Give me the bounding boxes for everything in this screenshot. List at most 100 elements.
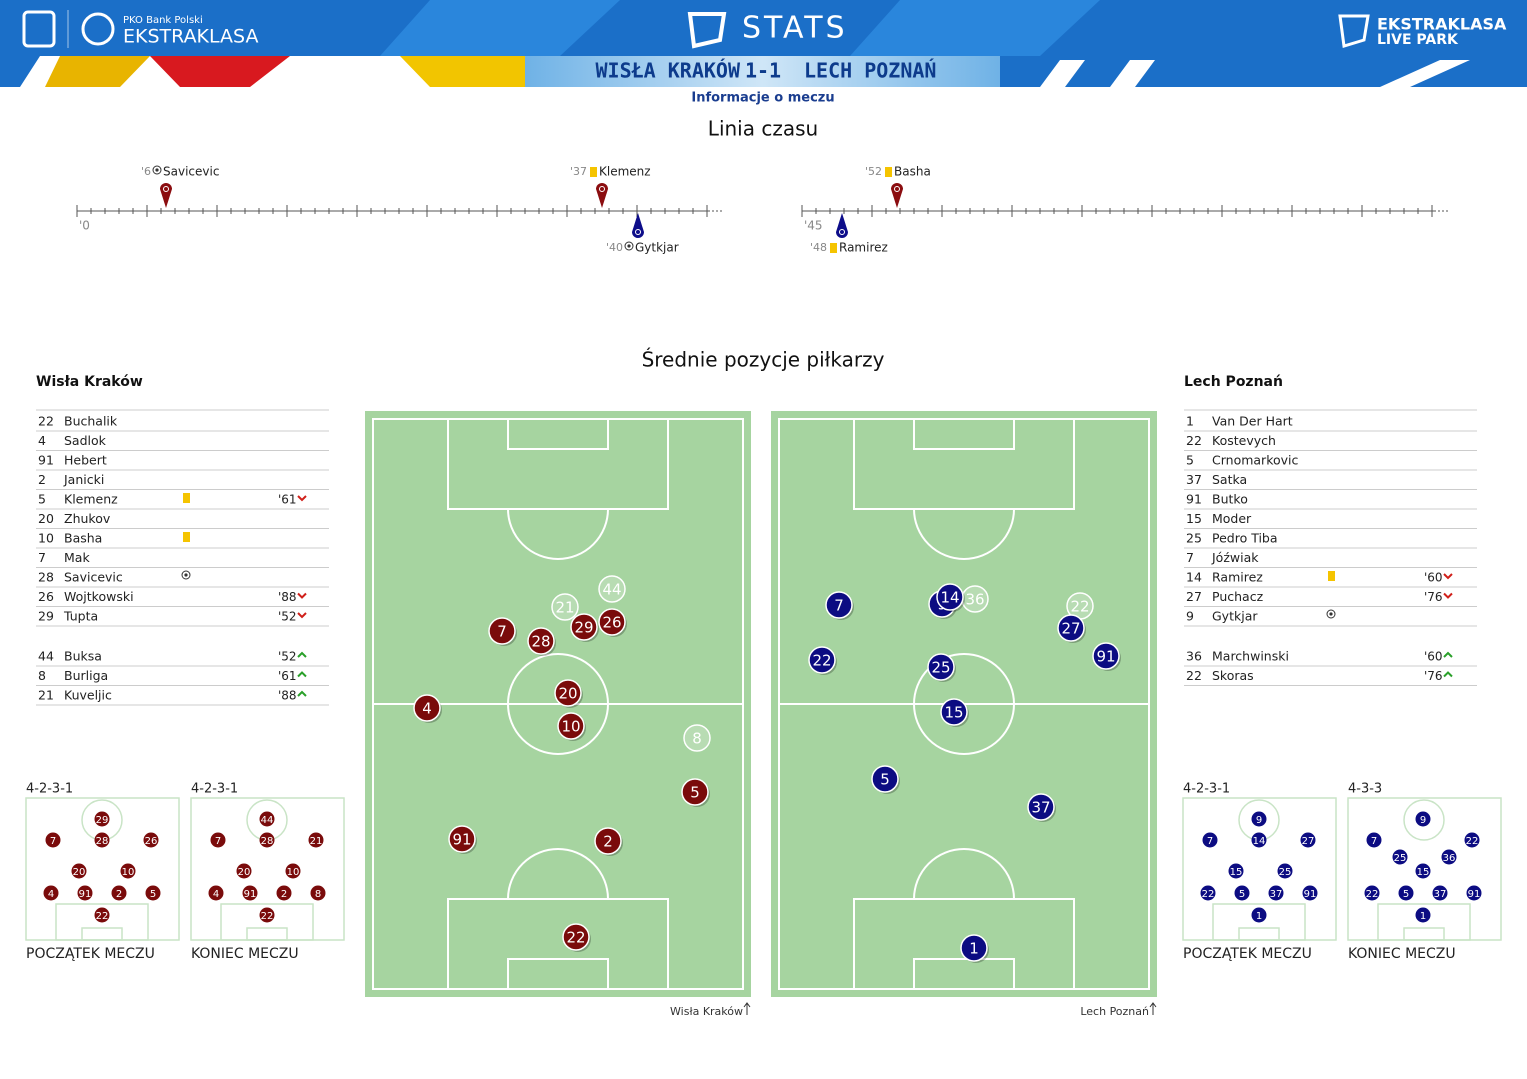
- mini-player: [1200, 885, 1216, 901]
- mini-player: [1251, 832, 1267, 848]
- pitch-line: [913, 508, 1015, 560]
- player-position-number: 20: [558, 685, 577, 703]
- mini-player: [285, 863, 301, 879]
- mini-pitch-line: [1238, 927, 1280, 941]
- mini-player: [1415, 811, 1431, 827]
- event-pin: [160, 183, 172, 208]
- player-position: [681, 778, 709, 806]
- mini-player: [1251, 811, 1267, 827]
- player-position: [557, 712, 585, 740]
- player-number: 36: [1186, 649, 1202, 664]
- mini-player: [94, 811, 110, 827]
- player-position-number: 5: [880, 771, 890, 789]
- event-pin: [836, 213, 848, 238]
- event-minute: '37: [570, 165, 587, 178]
- player-number: 7: [38, 550, 46, 565]
- mini-player-number: 8: [315, 889, 321, 900]
- player-name: Puchacz: [1212, 589, 1264, 604]
- mini-player: [1277, 863, 1293, 879]
- mini-player-number: 37: [1434, 889, 1447, 900]
- pitch-line: [913, 958, 1015, 990]
- player-position-number: 28: [531, 633, 550, 651]
- mini-player: [1441, 849, 1457, 865]
- score: 1-1: [745, 59, 781, 83]
- pitch-arrow: [743, 1002, 751, 1015]
- player-position: [1027, 793, 1055, 821]
- player-name: Mak: [64, 550, 90, 565]
- sub-minute: '52: [278, 610, 297, 624]
- sub-position-number: 8: [692, 730, 702, 748]
- player-number: 15: [1186, 511, 1202, 526]
- mini-player-number: 22: [1366, 889, 1379, 900]
- player-position-number: 7: [834, 597, 844, 615]
- player-name: Zhukov: [64, 511, 111, 526]
- player-number: 22: [1186, 668, 1202, 683]
- player-position: [1092, 642, 1120, 670]
- sub-position: [551, 593, 579, 621]
- stats-logo: [687, 12, 727, 49]
- mini-player-number: 20: [238, 867, 251, 878]
- yellow-card: [183, 532, 190, 542]
- pitch-team-label: Wisła Kraków: [670, 1005, 743, 1018]
- player-position: [562, 923, 590, 951]
- mini-player: [1302, 885, 1318, 901]
- sub-arrow: [1443, 592, 1453, 599]
- mini-player-number: 4: [48, 889, 54, 900]
- player-name: Skoras: [1212, 668, 1254, 683]
- event-minute: '6: [141, 165, 151, 178]
- decor: [1380, 60, 1470, 87]
- mini-player: [1466, 885, 1482, 901]
- mini-player-number: 37: [1270, 889, 1283, 900]
- formation-label: 4-2-3-1: [1183, 782, 1230, 797]
- sub-arrow: [1443, 671, 1453, 678]
- ball-icon: [1329, 612, 1333, 616]
- sub-arrow: [297, 495, 307, 502]
- player-number: 9: [1186, 609, 1194, 624]
- mini-player-number: 7: [215, 836, 221, 847]
- event-pin: [632, 213, 644, 238]
- mini-player: [259, 832, 275, 848]
- mini-player-number: 5: [1239, 889, 1245, 900]
- mini-player-number: 9: [1420, 815, 1426, 826]
- mini-player: [77, 885, 93, 901]
- event-minute: '40: [606, 241, 623, 254]
- mini-player-number: 10: [287, 867, 300, 878]
- mini-pitch-line: [1403, 927, 1445, 941]
- mini-player: [120, 863, 136, 879]
- pitch-line: [507, 508, 609, 560]
- player-number: 27: [1186, 589, 1202, 604]
- formation-label: 4-2-3-1: [26, 782, 73, 797]
- mini-player-number: 2: [116, 889, 122, 900]
- mini-player: [1392, 849, 1408, 865]
- mini-player-number: 28: [96, 836, 109, 847]
- formation-caption: KONIEC MECZU: [1348, 946, 1456, 962]
- player-position-number: 7: [497, 623, 507, 641]
- event-pin-dot: [894, 186, 900, 192]
- player-name: Van Der Hart: [1212, 414, 1293, 429]
- player-name: Kostevych: [1212, 433, 1276, 448]
- player-position-number: 14: [940, 589, 959, 607]
- mini-player-number: 22: [96, 911, 109, 922]
- event-minute: '52: [865, 165, 882, 178]
- mini-player-number: 15: [1417, 867, 1430, 878]
- event-minute: '48: [810, 241, 827, 254]
- sub-minute: '60: [1424, 650, 1443, 664]
- mini-player: [1366, 832, 1382, 848]
- mini-player: [208, 885, 224, 901]
- player-name: Kuveljic: [64, 688, 112, 703]
- mini-player: [259, 907, 275, 923]
- decor: [1110, 60, 1155, 87]
- mini-player-number: 44: [261, 815, 274, 826]
- mini-player: [236, 863, 252, 879]
- bank-name: PKO Bank Polski: [123, 15, 203, 26]
- mini-player-number: 22: [1202, 889, 1215, 900]
- pitch-line: [507, 418, 609, 450]
- player-position: [448, 825, 476, 853]
- player-number: 5: [38, 492, 46, 507]
- event-player: Gytkjar: [635, 241, 679, 255]
- event-pin-dot: [163, 186, 169, 192]
- sub-arrow: [1443, 651, 1453, 658]
- player-name: Jóźwiak: [1211, 550, 1259, 565]
- pitch-arrow: [1149, 1002, 1157, 1015]
